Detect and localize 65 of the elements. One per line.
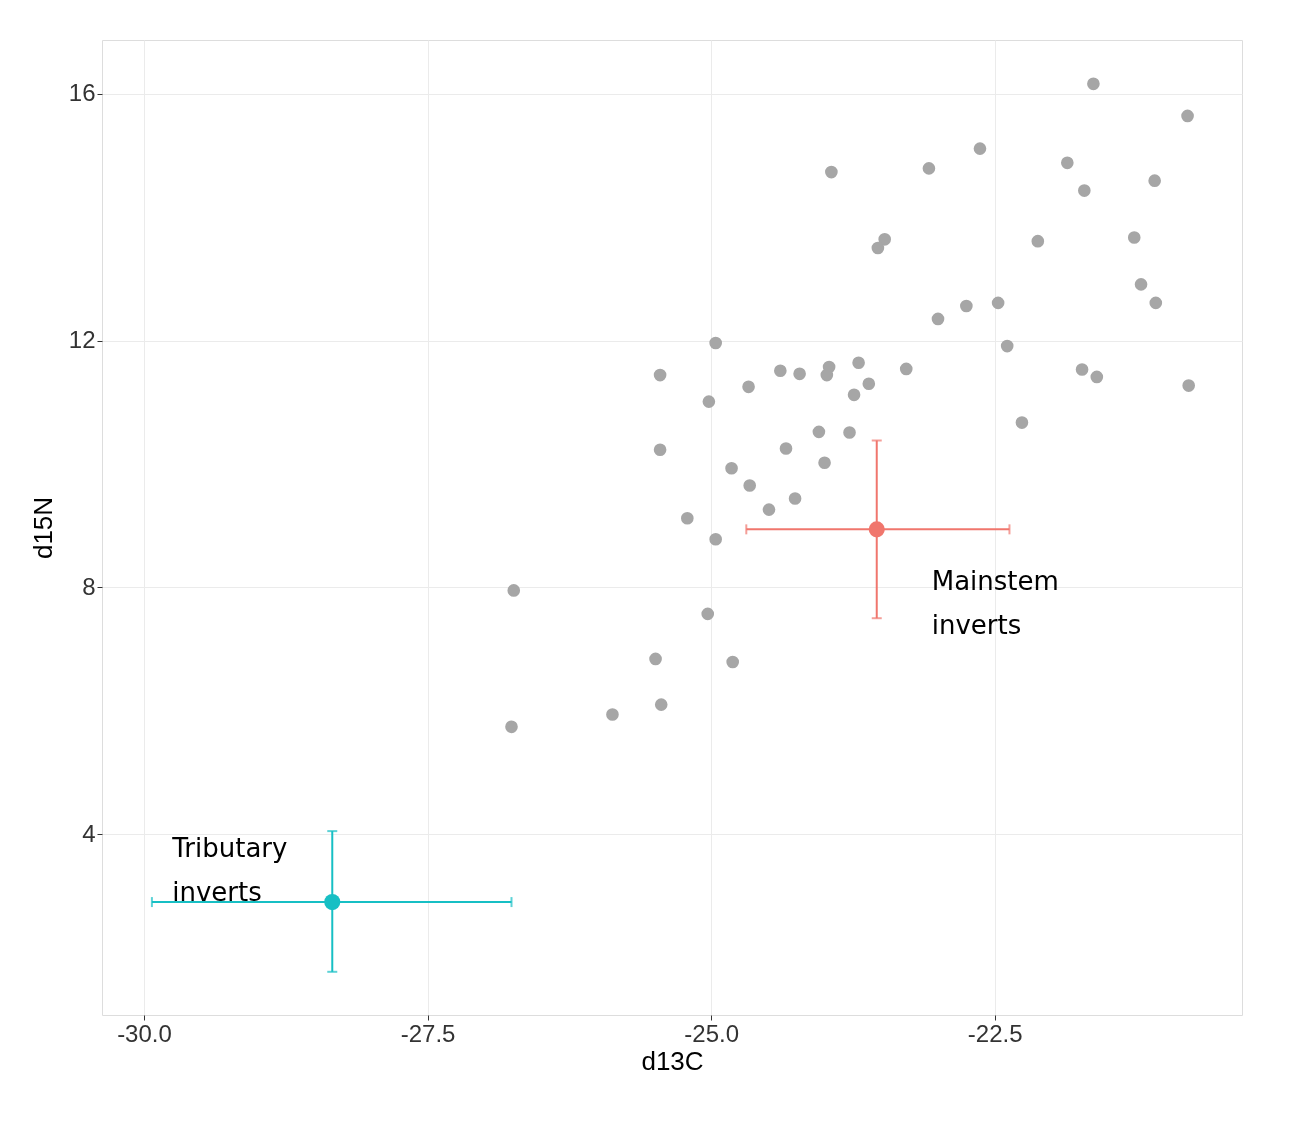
point <box>1087 77 1100 91</box>
point <box>702 395 716 408</box>
y-tick-label: 8 <box>82 572 96 600</box>
point <box>1149 296 1163 310</box>
point <box>653 368 667 382</box>
x-axis-title: d13C <box>641 1045 704 1076</box>
point <box>709 336 722 350</box>
point <box>774 364 787 378</box>
point <box>820 368 834 382</box>
point <box>726 655 740 669</box>
point <box>931 312 945 326</box>
point <box>1015 416 1029 429</box>
point <box>1090 370 1104 384</box>
x-tick-label: -22.5 <box>967 1019 1023 1047</box>
y-tick-label: 4 <box>82 819 96 847</box>
point <box>1182 379 1196 392</box>
point <box>818 456 831 470</box>
point <box>878 233 892 246</box>
point <box>847 388 861 402</box>
x-tick-label: -30.0 <box>117 1019 172 1047</box>
point <box>1031 234 1045 248</box>
point <box>871 241 885 255</box>
point <box>1060 156 1074 170</box>
point <box>743 479 757 492</box>
point <box>899 362 913 376</box>
point <box>742 380 755 394</box>
point <box>653 443 667 457</box>
point <box>709 532 722 546</box>
point <box>654 698 668 711</box>
point <box>1075 363 1089 376</box>
point <box>606 708 619 721</box>
point <box>1000 339 1014 353</box>
point <box>922 162 936 175</box>
point <box>825 165 838 179</box>
point <box>324 894 341 911</box>
point <box>680 511 694 525</box>
y-tick-label: 12 <box>68 326 96 354</box>
point <box>868 521 885 538</box>
point <box>507 584 521 597</box>
point <box>991 296 1005 310</box>
x-tick-label: -25.0 <box>684 1019 739 1047</box>
point <box>793 367 806 381</box>
point <box>1127 231 1141 244</box>
point <box>843 426 856 439</box>
point <box>762 503 776 516</box>
point <box>973 142 987 155</box>
point <box>852 356 865 370</box>
point <box>505 720 518 734</box>
point <box>1134 278 1148 291</box>
y-axis-title: d15N <box>27 496 58 560</box>
point <box>812 425 826 439</box>
x-tick-label: -27.5 <box>400 1019 456 1047</box>
point <box>1078 184 1091 197</box>
y-tick-label: 16 <box>68 79 96 107</box>
point <box>649 652 662 666</box>
point <box>1181 109 1194 123</box>
point <box>1148 174 1161 188</box>
annotation: Tributary inverts <box>171 833 288 908</box>
point <box>725 461 738 475</box>
point <box>701 607 715 621</box>
point <box>779 442 793 455</box>
annotation: Mainstem inverts <box>931 566 1059 641</box>
point <box>788 492 802 505</box>
point <box>960 299 973 313</box>
point <box>862 377 876 391</box>
